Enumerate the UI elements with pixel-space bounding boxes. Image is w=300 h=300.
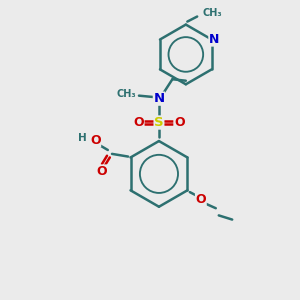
Text: O: O — [97, 165, 107, 178]
Text: CH₃: CH₃ — [116, 89, 136, 99]
Text: H: H — [78, 133, 87, 143]
Text: CH₃: CH₃ — [202, 8, 222, 18]
Text: S: S — [154, 116, 164, 129]
Text: O: O — [196, 193, 206, 206]
Text: O: O — [133, 116, 144, 129]
Text: O: O — [90, 134, 101, 147]
Text: N: N — [209, 33, 219, 46]
Text: N: N — [153, 92, 164, 105]
Text: O: O — [174, 116, 184, 129]
